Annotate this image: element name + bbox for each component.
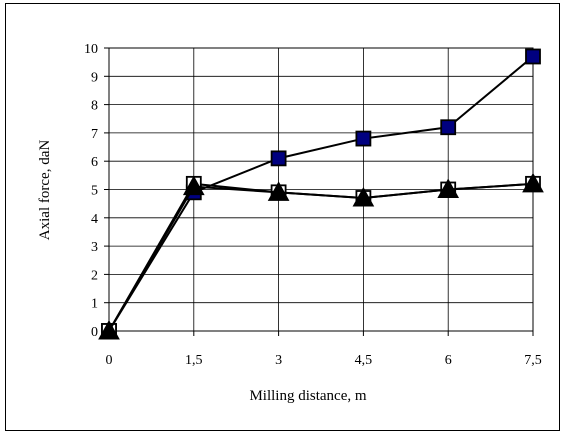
y-tick-label: 1 — [91, 297, 98, 312]
y-tick-label: 2 — [91, 268, 98, 283]
data-point — [352, 186, 375, 207]
y-tick-label: 10 — [84, 42, 98, 57]
x-tick-label: 7,5 — [524, 353, 542, 368]
data-point — [522, 172, 544, 193]
x-tick-label: 6 — [445, 353, 452, 368]
series-2 — [101, 175, 541, 339]
y-tick-label: 9 — [91, 70, 98, 85]
x-axis-title: Milling distance, m — [249, 388, 366, 404]
series-line — [108, 182, 534, 332]
data-point — [270, 150, 287, 167]
data-point — [355, 130, 372, 147]
data-point — [525, 48, 541, 65]
data-point — [437, 178, 460, 198]
y-axis-ticks: 0 1 2 3 4 5 6 7 8 9 10 — [84, 42, 109, 340]
series-line — [108, 55, 534, 332]
x-axis-ticks: 0 1,5 3 4,5 6 7,5 — [106, 331, 542, 368]
data-point — [440, 119, 457, 136]
y-tick-label: 6 — [91, 155, 98, 170]
data-point — [182, 175, 205, 196]
x-tick-label: 3 — [275, 353, 282, 368]
y-tick-label: 0 — [91, 325, 98, 340]
grid — [108, 47, 534, 332]
y-tick-label: 4 — [91, 212, 98, 227]
series-3 — [98, 172, 544, 340]
y-axis-title: Axial force, daN — [37, 140, 53, 241]
y-tick-label: 7 — [91, 127, 98, 142]
y-tick-label: 5 — [91, 184, 98, 199]
y-tick-label: 3 — [91, 240, 98, 255]
series-1 — [101, 48, 541, 339]
x-tick-label: 4,5 — [355, 353, 373, 368]
series-line — [108, 182, 534, 332]
y-tick-label: 8 — [91, 99, 98, 114]
chart-frame — [5, 3, 560, 431]
data-point — [267, 181, 290, 201]
data-point — [98, 319, 120, 340]
x-tick-label: 0 — [106, 353, 113, 368]
series-group — [98, 48, 544, 340]
x-tick-label: 1,5 — [185, 353, 203, 368]
